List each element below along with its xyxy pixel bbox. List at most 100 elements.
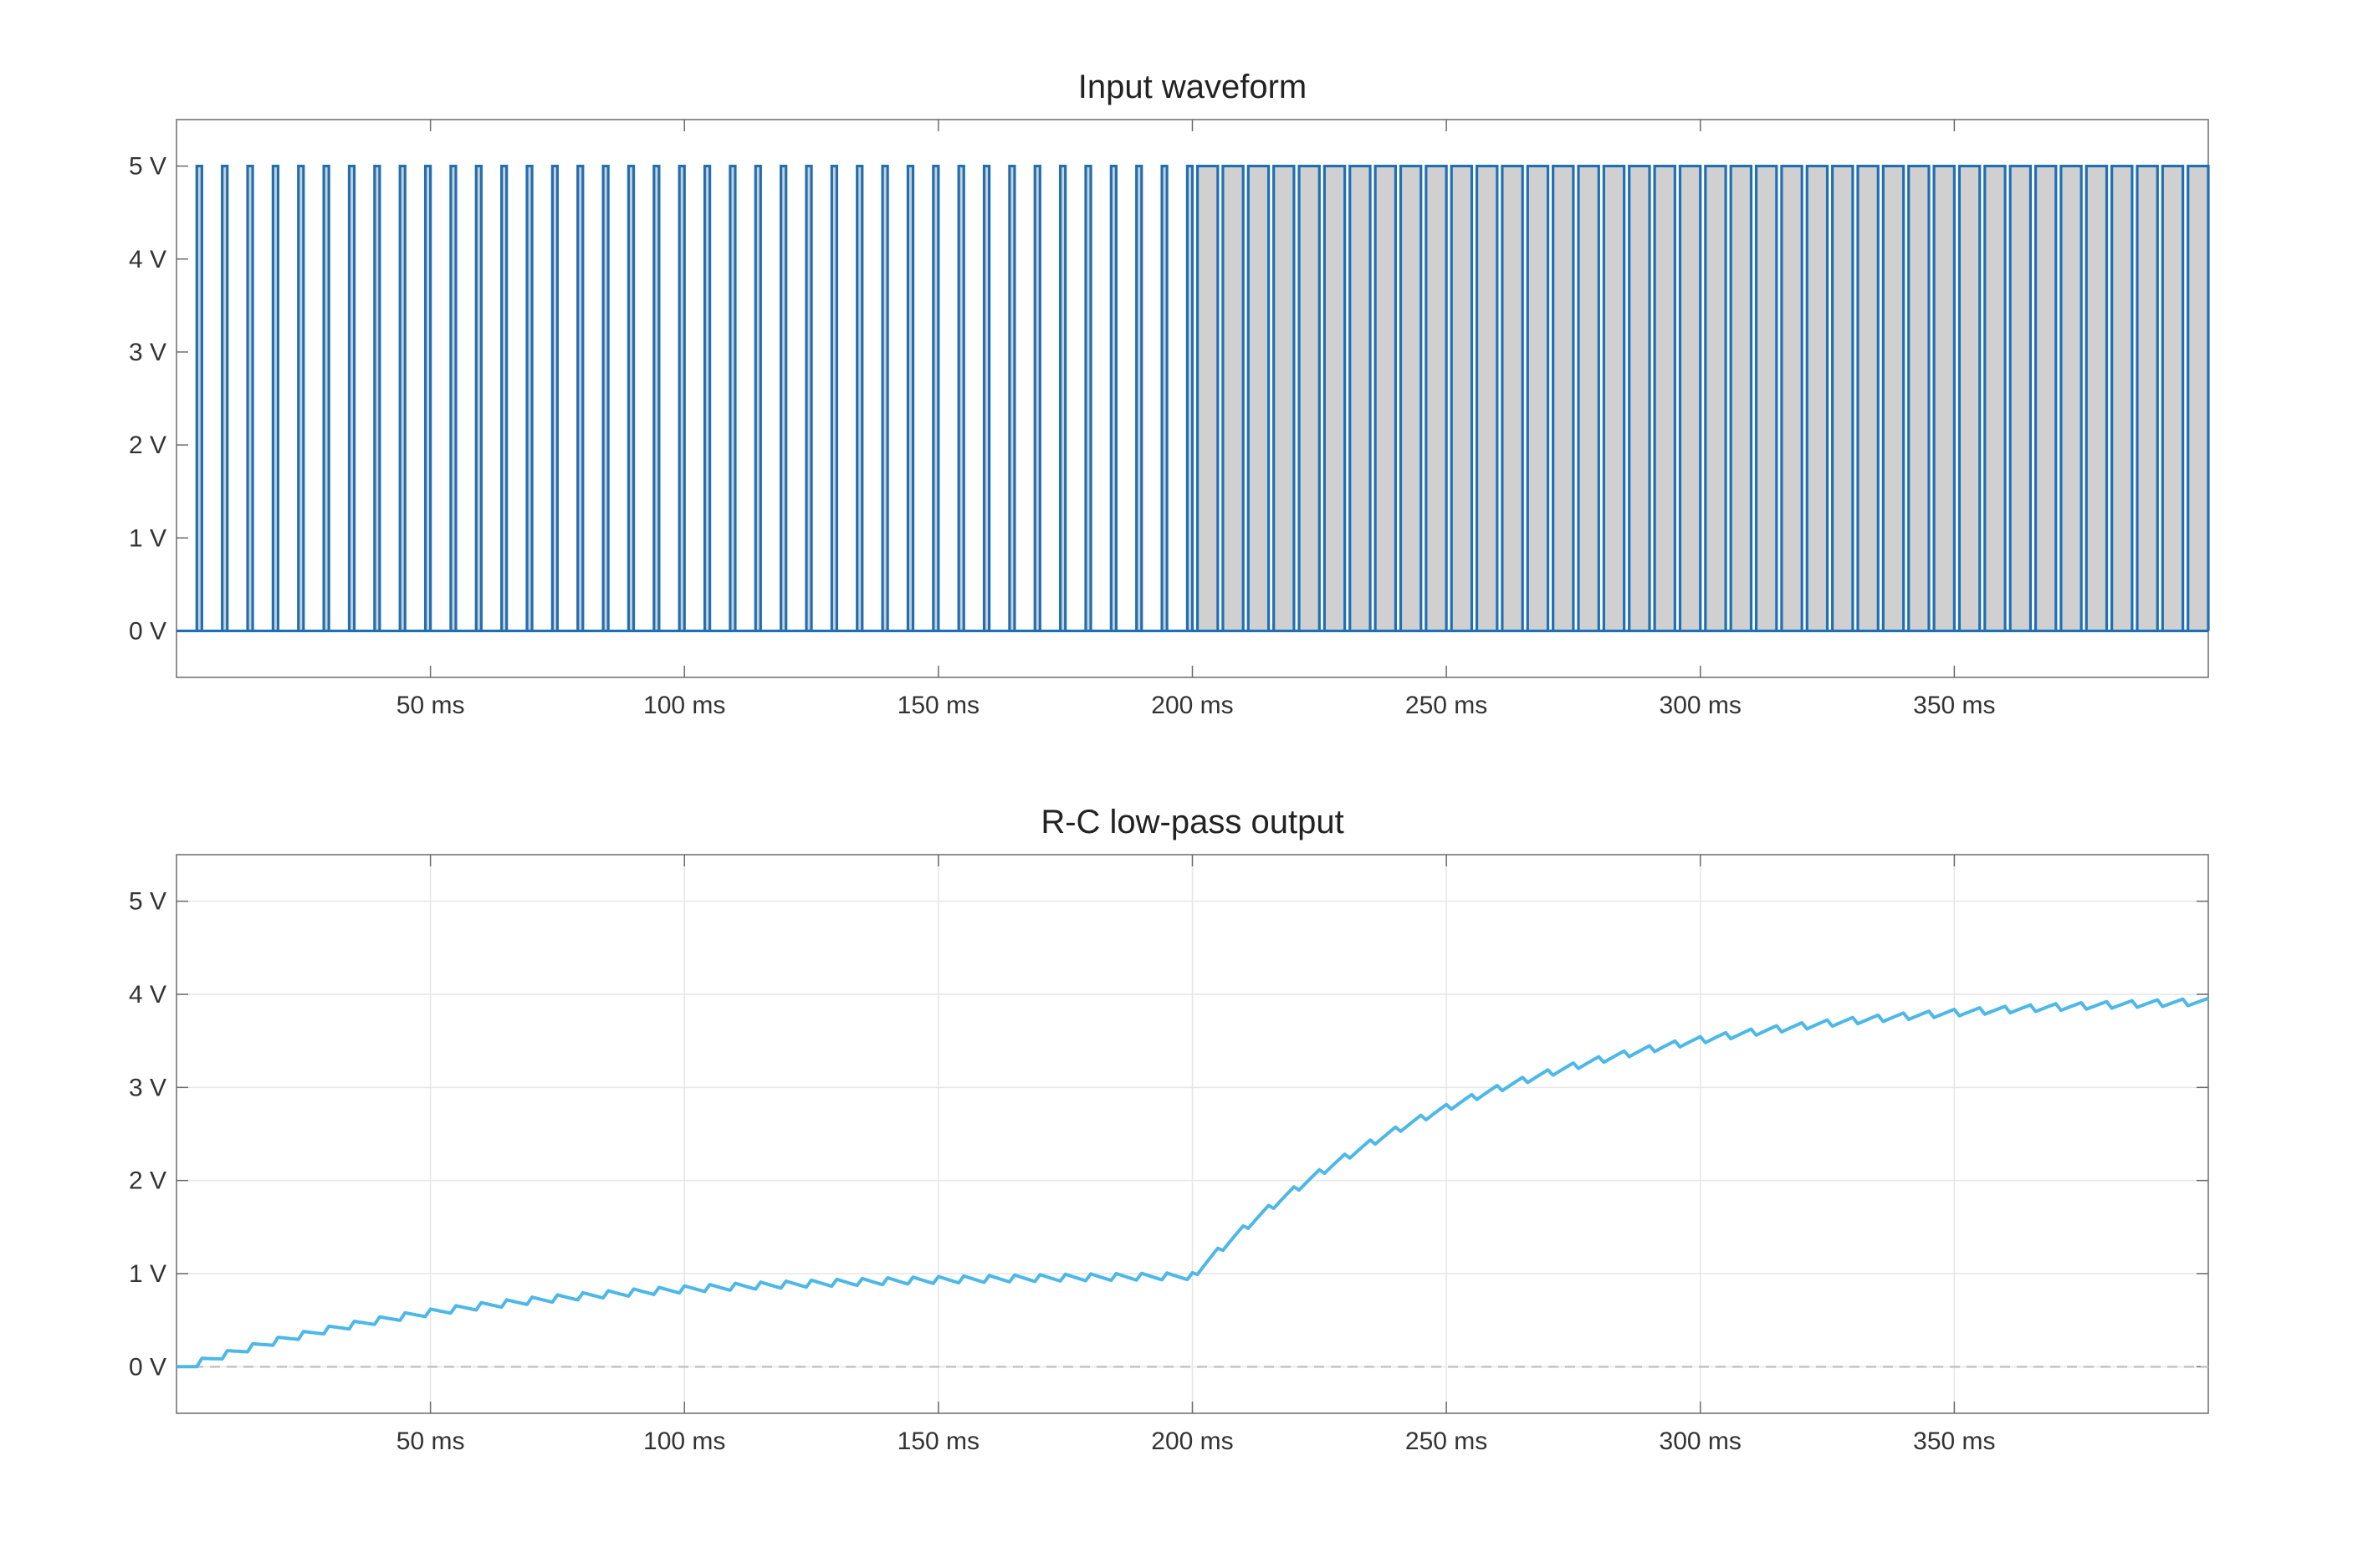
pulse <box>729 164 737 631</box>
pulse <box>1907 164 1931 631</box>
pulse <box>1185 164 1194 631</box>
pulse-fill <box>1187 166 1193 631</box>
pulse-fill <box>1756 166 1777 631</box>
pulse <box>221 164 229 631</box>
pulse-fill <box>1451 166 1472 631</box>
pulse-fill <box>501 166 507 631</box>
pulse-fill <box>1857 166 1879 631</box>
pulse <box>550 164 560 631</box>
pulse <box>1272 164 1296 631</box>
pulse <box>1780 164 1803 631</box>
pulse-fill <box>1248 166 1269 631</box>
pulse <box>627 164 636 631</box>
pulse-fill <box>2187 166 2208 631</box>
pulse <box>398 164 407 631</box>
pulse-fill <box>450 166 456 631</box>
pulse <box>1678 164 1702 631</box>
pulse <box>2059 164 2083 631</box>
x-tick-label: 350 ms <box>1913 1428 1995 1455</box>
pulse-fill <box>806 166 812 631</box>
pulse-fill <box>552 166 558 631</box>
pulse-fill <box>1883 166 1904 631</box>
pulse <box>1754 164 1778 631</box>
pulse-fill <box>831 166 837 631</box>
y-tick-label: 3 V <box>129 339 166 366</box>
pulse <box>2161 164 2185 631</box>
pulse <box>2136 164 2159 631</box>
pulse <box>1957 164 1982 631</box>
pulse-fill <box>984 166 990 631</box>
pulse <box>449 164 458 631</box>
pulse-fill <box>704 166 710 631</box>
x-tick-label: 150 ms <box>898 692 980 719</box>
pulse <box>1373 164 1397 631</box>
x-tick-label: 300 ms <box>1660 1428 1742 1455</box>
x-tick-label: 50 ms <box>396 692 465 719</box>
pulse <box>2008 164 2033 631</box>
pulse <box>1109 164 1118 631</box>
pulse-fill <box>1009 166 1015 631</box>
pulse <box>1059 164 1067 631</box>
pulse-fill <box>857 166 862 631</box>
pulse <box>474 164 483 631</box>
y-tick-label: 1 V <box>129 1260 166 1288</box>
pulse-fill <box>628 166 634 631</box>
y-tick-label: 4 V <box>129 246 166 273</box>
pulse-fill <box>1501 166 1523 631</box>
pulse-fill <box>1299 166 1320 631</box>
pulse-fill <box>1781 166 1803 631</box>
pulse-fill <box>1807 166 1828 631</box>
pulse <box>1653 164 1676 631</box>
output-voltage-line <box>176 997 2209 1369</box>
pulse-fill <box>755 166 761 631</box>
pulse <box>500 164 509 631</box>
pulse-fill <box>2136 166 2158 631</box>
pulse-fill <box>1400 166 1421 631</box>
pulse-fill <box>1375 166 1396 631</box>
pulse <box>2187 164 2210 631</box>
pulse-fill <box>400 166 406 631</box>
pulse-fill <box>1222 166 1244 631</box>
pulse <box>347 164 356 631</box>
pulse-fill <box>653 166 659 631</box>
pulse-fill <box>1578 166 1599 631</box>
pulse <box>373 164 381 631</box>
pulse-fill <box>780 166 786 631</box>
pulse-fill <box>324 166 330 631</box>
pulse-fill <box>273 166 279 631</box>
pulse-fill <box>1111 166 1117 631</box>
pulse <box>1322 164 1347 631</box>
pulse-fill <box>1908 166 1930 631</box>
pulse <box>1577 164 1600 631</box>
pulse-fill <box>425 166 431 631</box>
pulse <box>2084 164 2109 631</box>
pulse <box>1195 164 1220 631</box>
pulse <box>982 164 991 631</box>
pulse <box>1348 164 1372 631</box>
pulse <box>322 164 330 631</box>
pulse <box>1805 164 1829 631</box>
pulse-fill <box>197 166 202 631</box>
rc-output-chart: R-C low-pass output 50 ms 100 ms 150 ms 200… <box>129 804 2209 1455</box>
pulse <box>195 164 203 631</box>
pulse-fill <box>908 166 913 631</box>
pulse <box>678 164 686 631</box>
pulse-fill <box>1273 166 1294 631</box>
pulse-fill <box>1934 166 1955 631</box>
pulse-fill <box>248 166 253 631</box>
y-tick-label: 4 V <box>129 981 166 1009</box>
pulse <box>1602 164 1626 631</box>
pulse-fill <box>729 166 735 631</box>
pulse-fill <box>222 166 228 631</box>
pulse-fill <box>1349 166 1371 631</box>
pulse-line-group <box>176 164 2210 633</box>
y-tick-label: 5 V <box>129 888 166 916</box>
y-tick-label: 0 V <box>129 617 166 645</box>
pulse <box>1704 164 1727 631</box>
pulse <box>1628 164 1651 631</box>
x-tick-label: 150 ms <box>898 1428 980 1455</box>
x-tick-label: 100 ms <box>643 1428 725 1455</box>
pulse <box>2033 164 2058 631</box>
pulse <box>830 164 839 631</box>
pulse <box>1450 164 1474 631</box>
